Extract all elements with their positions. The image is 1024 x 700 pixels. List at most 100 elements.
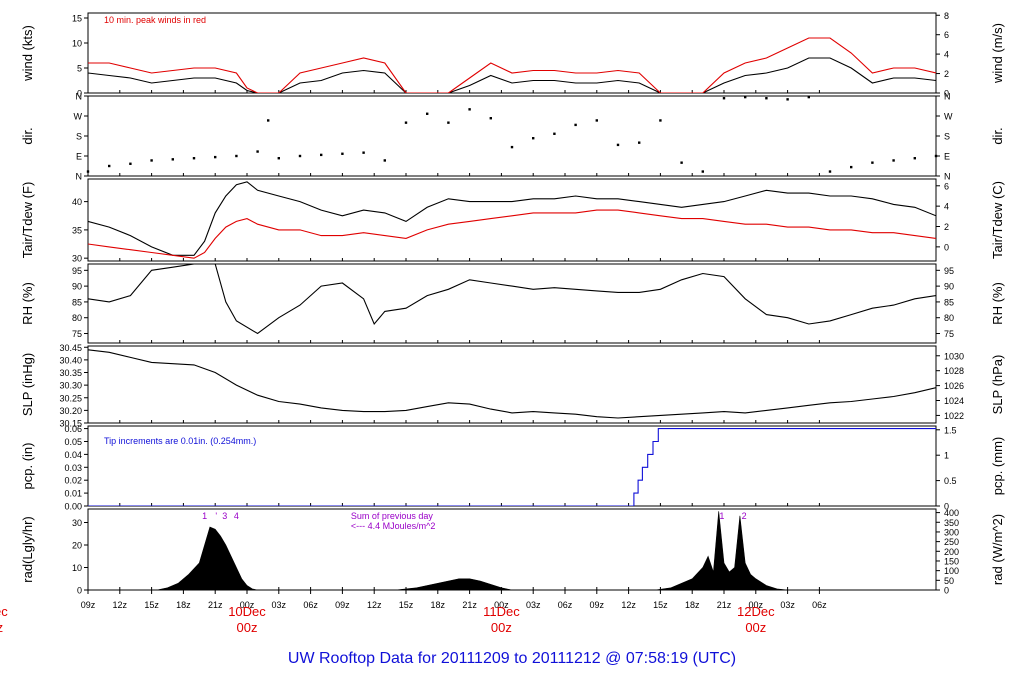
direction-point [744,95,747,99]
direction-point [404,121,408,124]
radiation-right-tick-label: 250 [944,537,959,547]
temperature-right-tick-label: 4 [944,202,949,212]
direction-point [192,157,196,160]
direction-point [722,97,726,100]
humidity-left-tick-label: 80 [72,313,82,323]
x-tick-label: 18z [176,600,191,610]
precip-right-tick-label: 0 [944,502,949,512]
pressure-series-slp [88,349,936,419]
precip-right-tick-label: 1.5 [944,425,957,435]
direction-point [320,153,323,157]
humidity-left-tick-label: 85 [72,297,82,307]
radiation-peak-marker: 2 [742,511,747,521]
humidity-right-tick-label: 95 [944,266,954,276]
direction-point [850,165,853,169]
direction-panel-frame [87,95,937,177]
direction-point [532,137,535,140]
x-tick-label: 06z [812,600,827,610]
radiation-right-tick-label: 50 [944,576,954,586]
direction-left-axis-label: dir. [20,127,35,144]
pressure-right-tick-label: 1026 [944,381,964,391]
direction-point [638,141,641,144]
pressure-right-tick-label: 1024 [944,396,964,406]
pressure-panel-frame [87,345,937,424]
direction-point [214,155,217,159]
precip-left-axis-label: pcp. (in) [20,443,35,490]
direction-point [267,119,270,122]
wind-right-tick-label: 4 [944,50,949,60]
temperature-left-axis-label: Tair/Tdew (F) [20,182,35,259]
wind-left-tick-label: 5 [77,64,82,74]
humidity-right-axis-label: RH (%) [990,282,1005,325]
radiation-right-tick-label: 300 [944,527,959,537]
direction-left-tick-label: N [76,172,83,182]
x-tick-label: 12z [113,600,128,610]
radiation-area-segment [655,511,788,590]
day-marker-label: 11Dec [483,604,520,619]
day-marker-z-label: 00z [0,620,3,635]
radiation-peak-marker: ' [215,511,217,521]
direction-point [828,170,832,173]
direction-right-tick-label: W [944,112,953,122]
wind-left-axis-label: wind (kts) [20,25,35,82]
wind-right-tick-label: 8 [944,11,949,21]
temperature-panel-frame [87,178,937,262]
radiation-right-tick-label: 150 [944,556,959,566]
wind-series-10-min-peak-winds [88,37,936,93]
radiation-area-segment [156,526,258,590]
direction-point [235,154,238,158]
x-tick-label: 03z [272,600,287,610]
temperature-series-tair [88,181,936,256]
humidity-right-tick-label: 80 [944,313,954,323]
pressure-left-tick-label: 30.30 [59,381,82,391]
precip-series-precip [88,428,936,506]
radiation-area-segment [395,578,513,590]
temperature-right-tick-label: 0 [944,242,949,252]
x-tick-label: 00z [494,600,509,610]
precip-left-tick-label: 0.02 [64,476,82,486]
x-tick-label: 12z [367,600,382,610]
x-tick-label: 21z [717,600,732,610]
x-tick-label: 09z [590,600,605,610]
direction-point [256,150,259,153]
precip-right-axis-label: pcp. (mm) [990,437,1005,496]
radiation-right-tick-label: 200 [944,547,959,557]
pressure-right-tick-label: 1022 [944,411,964,421]
direction-point [277,157,280,160]
radiation-left-tick-label: 30 [72,518,82,528]
wind-right-tick-label: 6 [944,30,949,40]
direction-point [701,170,704,173]
x-tick-label: 06z [303,600,318,610]
precip-right-tick-label: 1 [944,451,949,461]
precip-left-tick-label: 0.04 [64,450,82,460]
chart-footer-title: UW Rooftop Data for 20111209 to 20111212… [287,650,737,667]
humidity-right-tick-label: 90 [944,282,954,292]
x-tick-label: 09z [81,600,96,610]
radiation-peak-marker: 3 [222,511,227,521]
day-marker-z-label: 00z [491,620,512,635]
wind-left-tick-label: 10 [72,39,82,49]
precip-left-tick-label: 0.01 [64,489,82,499]
pressure-left-tick-label: 30.35 [59,368,82,378]
humidity-left-tick-label: 95 [72,266,82,276]
humidity-right-tick-label: 85 [944,297,954,307]
direction-point [765,97,768,100]
direction-right-tick-label: N [944,92,951,102]
wind-right-tick-label: 0 [944,89,949,99]
direction-point [786,98,789,101]
direction-point [913,157,916,160]
direction-point [553,132,556,135]
x-tick-label: 12z [621,600,636,610]
pressure-left-tick-label: 30.40 [59,355,82,365]
radiation-peak-marker: 4 [234,511,239,521]
day-marker-label: 10Dec [228,604,266,619]
pressure-left-tick-label: 30.45 [59,343,82,353]
temperature-left-tick-label: 30 [72,254,82,264]
x-tick-label: 00z [240,600,255,610]
pressure-left-tick-label: 30.25 [59,393,82,403]
x-tick-label: 15z [144,600,159,610]
x-tick-label: 21z [208,600,223,610]
radiation-left-tick-label: 20 [72,541,82,551]
direction-point [489,117,492,120]
x-tick-label: 15z [399,600,414,610]
